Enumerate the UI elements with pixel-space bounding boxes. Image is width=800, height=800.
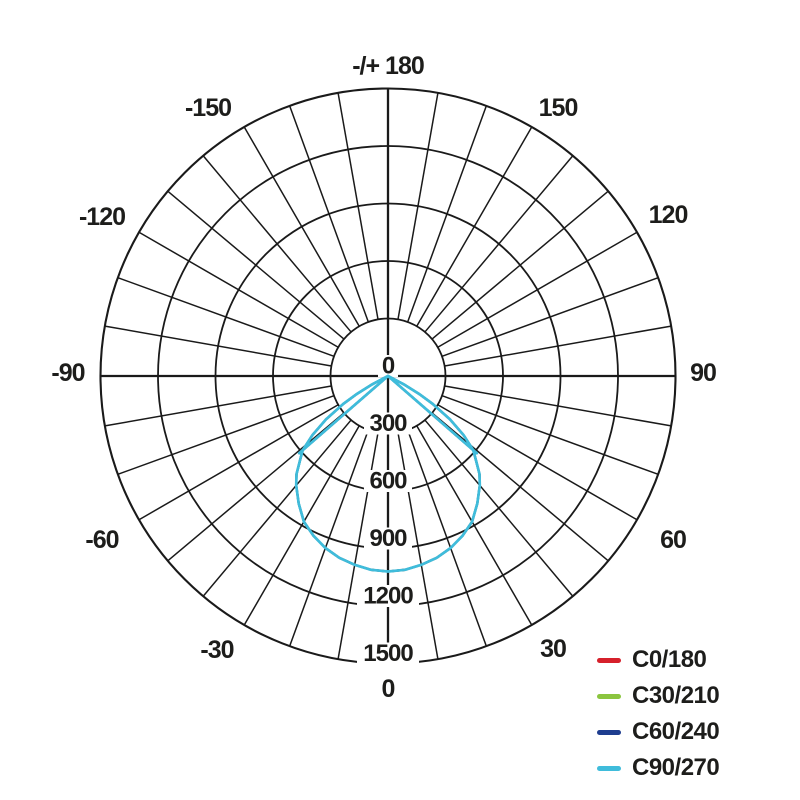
radial-label-bg-900 xyxy=(364,527,412,550)
grid-spoke-70 xyxy=(441,394,659,476)
grid-spoke-30 xyxy=(416,425,533,626)
angle-label--120: -120 xyxy=(79,203,125,231)
angle-label-120: 120 xyxy=(649,201,688,229)
curve-C90/270 xyxy=(294,374,482,573)
radial-label-1500: 1500 xyxy=(363,640,413,667)
angle-label-180: -/+ 180 xyxy=(352,52,424,80)
radial-label-bg-0 xyxy=(378,355,398,377)
grid-spoke-240 xyxy=(138,231,339,348)
angle-label--60: -60 xyxy=(85,526,118,554)
grid-spoke-150 xyxy=(416,126,533,327)
grid-spoke-40 xyxy=(424,419,574,597)
angle-label-90: 90 xyxy=(690,359,716,387)
radial-label-900: 900 xyxy=(369,525,407,552)
grid-spoke-260 xyxy=(104,325,332,367)
radial-label-0: 0 xyxy=(382,353,395,380)
angle-label--150: -150 xyxy=(185,94,231,122)
radial-label-bg-300 xyxy=(364,412,412,435)
radial-label-600: 600 xyxy=(369,468,407,495)
radial-label-bg-600 xyxy=(364,470,412,492)
radial-label-1200: 1200 xyxy=(363,583,413,610)
legend-swatch-icon xyxy=(597,693,621,699)
grid-spoke-340 xyxy=(288,429,370,647)
grid-spoke-50 xyxy=(431,412,609,562)
grid-spoke-120 xyxy=(437,231,638,348)
radial-label-300: 300 xyxy=(369,410,407,437)
radial-label-bg-1500 xyxy=(357,642,419,665)
grid-spoke-220 xyxy=(202,155,352,333)
grid-spoke-290 xyxy=(117,394,335,476)
legend-swatch-icon xyxy=(597,765,621,771)
grid-spoke-250 xyxy=(117,276,335,358)
angle-label-30: 30 xyxy=(540,635,566,663)
angle-label-150: 150 xyxy=(539,94,578,122)
legend-item-C90/270: C90/270 xyxy=(597,754,720,781)
legend-item-C30/210: C30/210 xyxy=(597,682,720,709)
grid-spoke-280 xyxy=(104,385,332,427)
angle-label-0: 0 xyxy=(382,675,395,703)
legend-label: C0/180 xyxy=(632,646,707,673)
grid-spoke-210 xyxy=(243,126,360,327)
legend-swatch-icon xyxy=(597,729,621,735)
grid-spoke-320 xyxy=(202,419,352,597)
legend: C0/180 C30/210 C60/240 C90/270 xyxy=(597,648,720,781)
legend-swatch-icon xyxy=(597,657,621,663)
grid-spoke-130 xyxy=(431,190,609,340)
grid-spoke-190 xyxy=(337,92,379,320)
grid-spoke-160 xyxy=(406,105,488,323)
grid-spoke-100 xyxy=(444,325,672,367)
legend-label: C90/270 xyxy=(632,754,720,781)
grid-spoke-110 xyxy=(441,276,659,358)
grid-spoke-330 xyxy=(243,425,360,626)
legend-label: C60/240 xyxy=(632,718,720,745)
grid-spoke-20 xyxy=(406,429,488,647)
legend-item-C0/180: C0/180 xyxy=(597,648,719,672)
angle-label--30: -30 xyxy=(200,636,233,664)
grid-spoke-230 xyxy=(167,190,345,340)
grid-spoke-200 xyxy=(288,105,370,323)
grid-spoke-300 xyxy=(138,404,339,521)
angle-label-60: 60 xyxy=(660,526,686,554)
grid-spoke-310 xyxy=(167,412,345,562)
angle-label--90: -90 xyxy=(51,359,84,387)
legend-label: C30/210 xyxy=(632,682,720,709)
legend-item-C60/240: C60/240 xyxy=(597,718,720,745)
grid-spoke-60 xyxy=(437,404,638,521)
grid-spoke-140 xyxy=(424,155,574,333)
grid-spoke-80 xyxy=(444,385,672,427)
radial-label-bg-1200 xyxy=(357,585,419,607)
grid-spoke-170 xyxy=(397,92,439,320)
